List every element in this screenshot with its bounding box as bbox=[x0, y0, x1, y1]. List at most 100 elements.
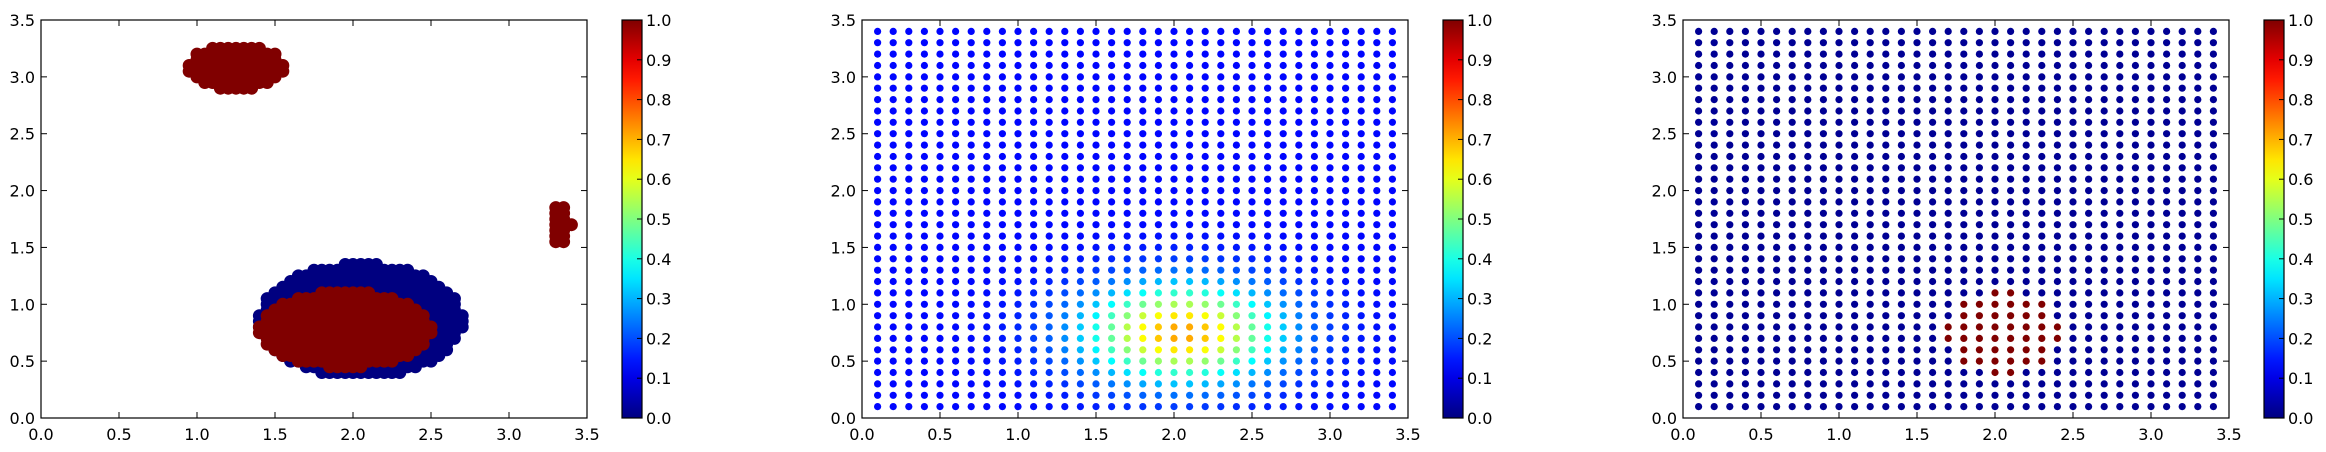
scatter-point bbox=[2053, 96, 2061, 104]
scatter-point bbox=[1710, 221, 1718, 229]
scatter-point bbox=[1123, 130, 1131, 138]
scatter-point bbox=[998, 209, 1007, 217]
scatter-point bbox=[1373, 391, 1381, 399]
scatter-point bbox=[874, 277, 882, 286]
scatter-point bbox=[920, 84, 929, 92]
scatter-point bbox=[1030, 357, 1038, 365]
scatter-point bbox=[936, 357, 944, 365]
scatter-point bbox=[920, 255, 929, 263]
scatter-point bbox=[1913, 266, 1921, 274]
scatter-point bbox=[2194, 221, 2202, 229]
scatter-point bbox=[936, 232, 944, 240]
scatter-point bbox=[1741, 255, 1749, 263]
scatter-point bbox=[936, 221, 944, 229]
scatter-point bbox=[2178, 107, 2186, 115]
scatter-point bbox=[2163, 346, 2171, 354]
scatter-point bbox=[2194, 243, 2202, 251]
scatter-point bbox=[1076, 391, 1084, 399]
scatter-point bbox=[1232, 346, 1240, 354]
scatter-point bbox=[1154, 73, 1162, 81]
scatter-point bbox=[1045, 232, 1053, 240]
colorbar-tick-label: 0.5 bbox=[646, 210, 671, 229]
scatter-point bbox=[1835, 130, 1843, 138]
scatter-point bbox=[1030, 198, 1038, 206]
scatter-point bbox=[920, 50, 929, 58]
scatter-point bbox=[952, 27, 960, 35]
scatter-point bbox=[1897, 209, 1905, 217]
scatter-point bbox=[1929, 391, 1937, 399]
scatter-point bbox=[2022, 380, 2030, 388]
scatter-point bbox=[1929, 357, 1937, 365]
scatter-point bbox=[2038, 118, 2046, 126]
scatter-point bbox=[998, 380, 1007, 388]
scatter-point bbox=[1695, 221, 1703, 229]
scatter-point bbox=[2163, 107, 2171, 115]
scatter-point bbox=[1139, 61, 1147, 70]
scatter-point bbox=[2100, 346, 2108, 354]
scatter-point bbox=[1373, 164, 1381, 172]
scatter-point bbox=[983, 255, 991, 263]
scatter-point bbox=[1975, 243, 1983, 251]
scatter-point bbox=[1139, 39, 1147, 47]
scatter-point bbox=[1975, 403, 1983, 411]
scatter-point bbox=[936, 39, 944, 47]
scatter-point bbox=[967, 198, 975, 206]
scatter-point bbox=[1170, 175, 1178, 183]
scatter-point bbox=[1388, 118, 1396, 126]
scatter-point bbox=[1851, 368, 1859, 377]
scatter-point bbox=[1757, 73, 1765, 81]
scatter-point bbox=[1851, 164, 1859, 172]
scatter-point bbox=[1045, 50, 1053, 58]
scatter-point bbox=[1726, 243, 1734, 251]
scatter-point bbox=[1248, 391, 1256, 399]
scatter-point bbox=[2194, 141, 2202, 149]
scatter-point bbox=[1326, 266, 1334, 274]
scatter-point bbox=[1232, 50, 1240, 58]
scatter-point bbox=[1123, 368, 1131, 377]
scatter-point bbox=[1076, 403, 1084, 411]
scatter-point bbox=[1014, 391, 1022, 399]
scatter-point bbox=[1929, 232, 1937, 240]
scatter-point bbox=[1248, 39, 1256, 47]
scatter-point bbox=[1014, 312, 1022, 320]
scatter-point bbox=[967, 323, 975, 331]
scatter-point bbox=[1279, 107, 1287, 115]
scatter-point bbox=[1819, 118, 1827, 126]
scatter-point bbox=[2100, 84, 2108, 92]
scatter-point bbox=[2053, 380, 2061, 388]
scatter-point bbox=[1695, 357, 1703, 365]
scatter-point bbox=[936, 141, 944, 149]
x-tick-label: 1.5 bbox=[1904, 425, 1929, 444]
scatter-point bbox=[1123, 164, 1131, 172]
y-tick-label: 3.5 bbox=[1652, 11, 1677, 30]
scatter-point bbox=[2022, 27, 2030, 35]
scatter-point bbox=[2131, 232, 2139, 240]
scatter-point bbox=[983, 198, 991, 206]
scatter-point bbox=[2194, 380, 2202, 388]
scatter-point bbox=[874, 141, 882, 149]
scatter-point bbox=[1248, 380, 1256, 388]
scatter-point bbox=[2178, 50, 2186, 58]
scatter-point bbox=[1014, 118, 1022, 126]
scatter-point bbox=[1819, 323, 1827, 331]
x-tick-label: 3.5 bbox=[1395, 425, 1420, 444]
scatter-point bbox=[1710, 130, 1718, 138]
scatter-point bbox=[1373, 232, 1381, 240]
scatter-point bbox=[2116, 130, 2124, 138]
scatter-point bbox=[1232, 380, 1240, 388]
scatter-point bbox=[874, 334, 882, 342]
scatter-point bbox=[920, 198, 929, 206]
scatter-point bbox=[2069, 255, 2077, 263]
scatter-point bbox=[1014, 368, 1022, 377]
scatter-point bbox=[1045, 368, 1053, 377]
scatter-point bbox=[1913, 323, 1921, 331]
scatter-point bbox=[2085, 289, 2093, 297]
scatter-point bbox=[2163, 266, 2171, 274]
scatter-point bbox=[936, 175, 944, 183]
scatter-point bbox=[1804, 96, 1812, 104]
scatter-point bbox=[2038, 300, 2046, 308]
scatter-point bbox=[1757, 323, 1765, 331]
scatter-point bbox=[1045, 198, 1053, 206]
scatter-point bbox=[1248, 27, 1256, 35]
scatter-point bbox=[2131, 300, 2139, 308]
